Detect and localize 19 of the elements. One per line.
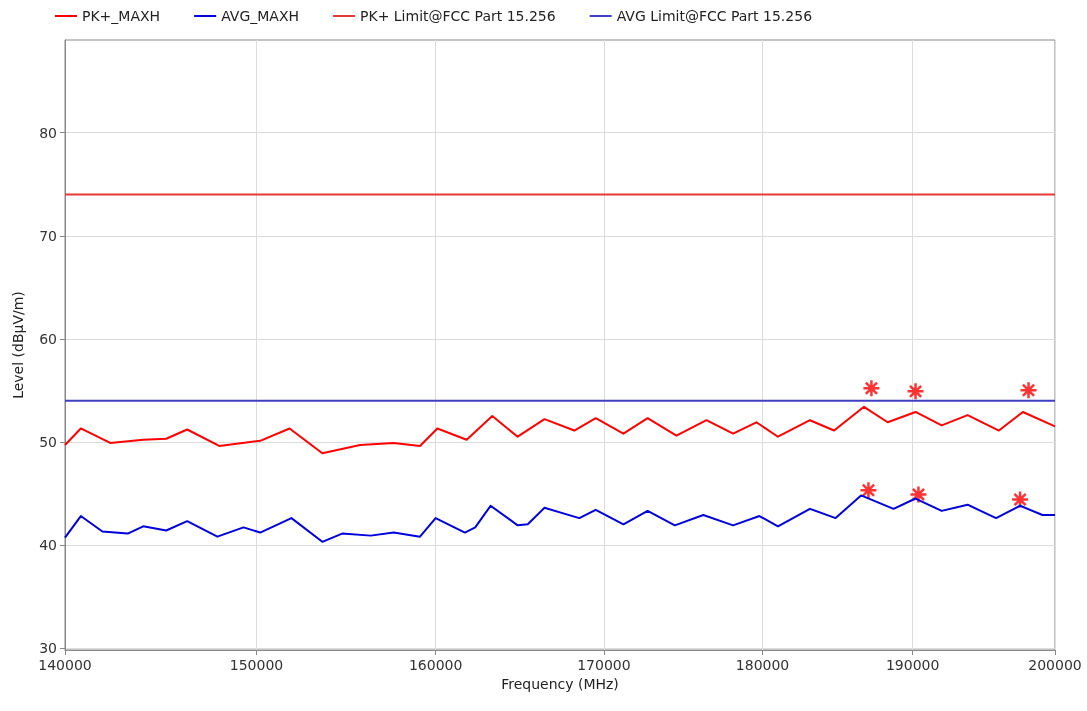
legend-label: PK+_MAXH bbox=[82, 8, 161, 24]
x-axis-title: Frequency (MHz) bbox=[501, 675, 619, 692]
legend-label: AVG_MAXH bbox=[221, 8, 300, 24]
y-tick-label: 30 bbox=[39, 639, 57, 656]
x-tick-label: 160000 bbox=[408, 657, 463, 673]
legend-label: PK+ Limit@FCC Part 15.256 bbox=[360, 8, 556, 24]
x-tick-label: 180000 bbox=[735, 657, 790, 673]
x-tick-label: 150000 bbox=[229, 657, 284, 673]
y-tick-label: 70 bbox=[39, 227, 57, 244]
y-tick-label: 40 bbox=[39, 536, 57, 553]
y-tick-label: 60 bbox=[39, 330, 57, 347]
y-tick-label: 80 bbox=[39, 124, 57, 141]
y-axis-title: Level (dBµV/m) bbox=[10, 291, 26, 399]
x-tick-label: 140000 bbox=[38, 657, 92, 673]
x-tick-label: 200000 bbox=[1028, 657, 1082, 673]
y-tick-label: 50 bbox=[39, 433, 57, 450]
legend-label: AVG Limit@FCC Part 15.256 bbox=[616, 8, 813, 24]
x-tick-label: 170000 bbox=[577, 657, 631, 673]
x-tick-label: 190000 bbox=[885, 657, 940, 673]
